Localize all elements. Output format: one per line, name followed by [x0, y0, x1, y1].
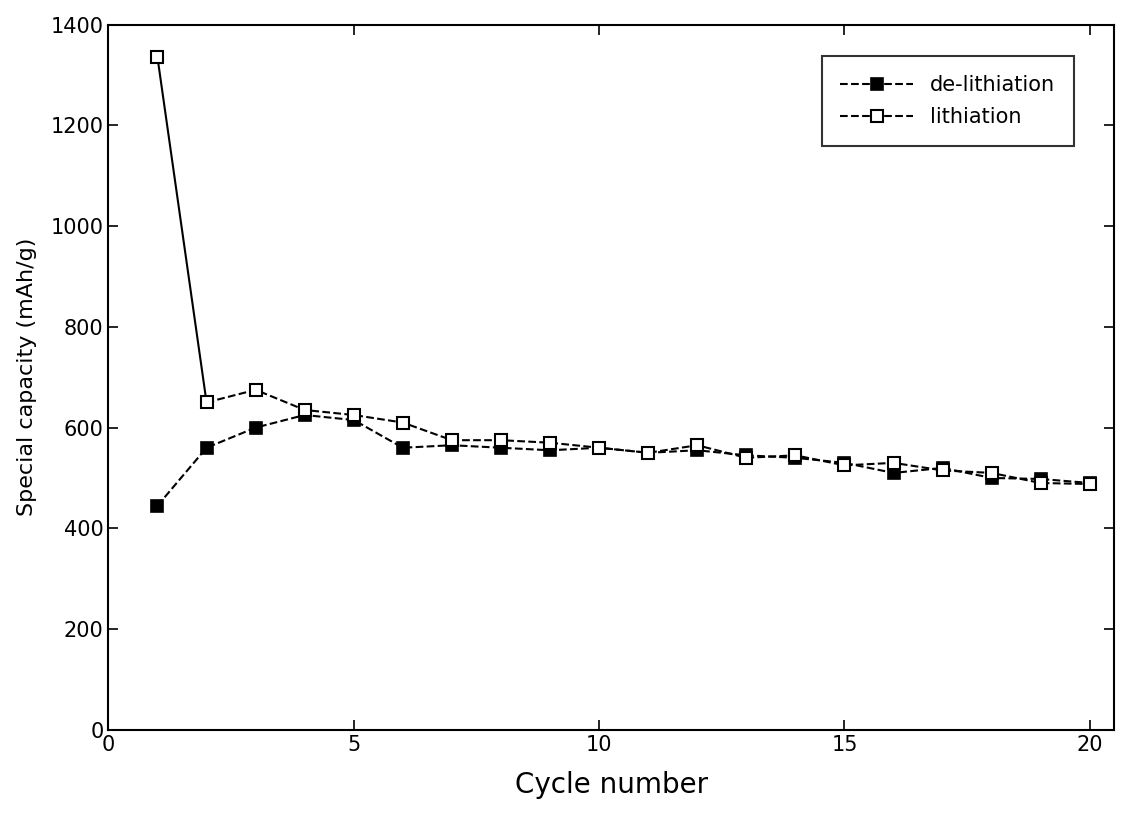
Line: lithiation: lithiation [200, 384, 1096, 490]
lithiation [641, 448, 655, 458]
de-lithiation [150, 501, 164, 511]
de-lithiation [446, 441, 459, 450]
de-lithiation [1034, 474, 1047, 484]
lithiation [1083, 479, 1097, 489]
de-lithiation [935, 463, 949, 472]
lithiation [935, 465, 949, 475]
de-lithiation [740, 450, 753, 460]
de-lithiation [593, 443, 606, 453]
de-lithiation [788, 453, 802, 463]
de-lithiation [396, 443, 409, 453]
Legend: de-lithiation, lithiation: de-lithiation, lithiation [821, 56, 1073, 146]
lithiation [838, 460, 852, 470]
lithiation [396, 418, 409, 428]
lithiation [593, 443, 606, 453]
de-lithiation [690, 446, 703, 455]
de-lithiation [543, 446, 556, 455]
lithiation [690, 441, 703, 450]
lithiation [297, 405, 311, 415]
X-axis label: Cycle number: Cycle number [515, 771, 708, 800]
de-lithiation [838, 458, 852, 468]
Y-axis label: Special capacity (mAh/g): Special capacity (mAh/g) [17, 238, 36, 517]
Line: de-lithiation: de-lithiation [152, 409, 1096, 512]
de-lithiation [985, 473, 999, 483]
lithiation [347, 410, 361, 420]
lithiation [249, 385, 262, 395]
de-lithiation [887, 468, 900, 478]
de-lithiation [1083, 478, 1097, 488]
lithiation [985, 468, 999, 478]
lithiation [494, 435, 508, 445]
lithiation [446, 435, 459, 445]
lithiation [1034, 478, 1047, 488]
lithiation [200, 397, 214, 407]
de-lithiation [641, 448, 655, 458]
lithiation [887, 458, 900, 468]
de-lithiation [494, 443, 508, 453]
de-lithiation [249, 423, 262, 432]
lithiation [543, 438, 556, 448]
de-lithiation [200, 443, 214, 453]
de-lithiation [297, 410, 311, 420]
de-lithiation [347, 415, 361, 425]
lithiation [740, 453, 753, 463]
lithiation [788, 450, 802, 460]
